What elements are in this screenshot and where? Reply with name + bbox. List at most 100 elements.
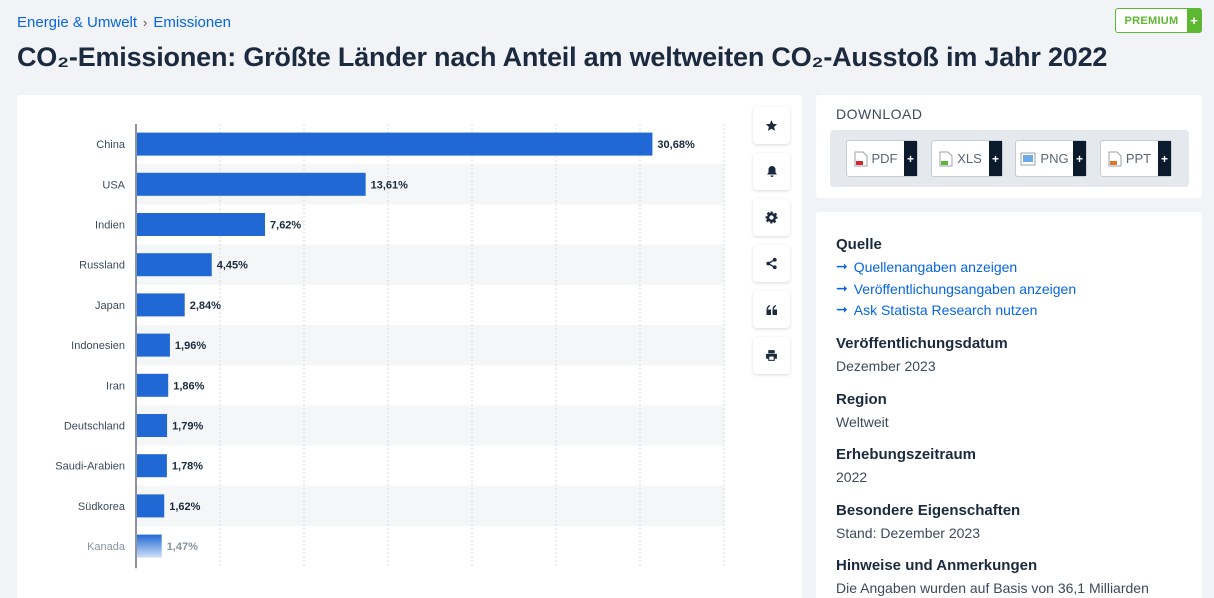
bar-group[interactable]: Deutschland 1,79% <box>64 414 204 437</box>
category-label: Deutschland <box>64 421 125 433</box>
value-label: 1,86% <box>173 380 204 392</box>
bar-group[interactable]: USA 13,61% <box>102 172 409 196</box>
source-link-label: Veröffentlichungsangaben anzeigen <box>853 280 1077 297</box>
value-label: 1,47% <box>167 541 198 553</box>
share-button[interactable] <box>753 245 790 282</box>
source-link-veroeffentlichungsangaben[interactable]: ➞ Veröffentlichungsangaben anzeigen <box>836 280 1076 297</box>
bar-group[interactable]: Kanada 1,47% <box>87 534 198 558</box>
download-png-label: PNG <box>1040 151 1069 166</box>
value-label: 1,78% <box>172 461 203 473</box>
category-label: China <box>96 139 126 151</box>
arrow-right-icon: ➞ <box>836 258 848 274</box>
bar-chart: China 30,68% USA 13,61% Indien 7,62% Russland 4… <box>55 124 725 569</box>
share-icon <box>766 257 777 270</box>
breadcrumb-link-emissionen[interactable]: Emissionen <box>153 14 231 31</box>
row-band <box>136 244 724 285</box>
breadcrumb-separator: › <box>143 15 148 30</box>
source-link-ask-statista[interactable]: ➞ Ask Statista Research nutzen <box>836 301 1037 318</box>
favorite-button[interactable] <box>753 107 790 144</box>
bar-group[interactable]: China 30,68% <box>96 132 695 156</box>
category-label: USA <box>102 179 125 191</box>
download-button-group: PDF + XLS + PNG + PPT + <box>830 130 1189 187</box>
bar[interactable] <box>137 293 185 317</box>
print-button[interactable] <box>753 337 790 374</box>
period-heading: Erhebungszeitraum <box>836 446 977 463</box>
bar-group[interactable]: Südkorea 1,62% <box>78 494 201 518</box>
bar-group[interactable]: Iran 1,86% <box>106 373 205 397</box>
download-xls-label: XLS <box>957 151 982 166</box>
bar[interactable] <box>137 414 168 437</box>
value-label: 1,96% <box>175 340 206 352</box>
gear-icon <box>765 211 778 224</box>
bar-group[interactable]: Russland 4,45% <box>79 253 248 277</box>
bar[interactable] <box>137 454 167 478</box>
premium-label: PREMIUM <box>1124 14 1179 27</box>
value-label: 1,79% <box>172 421 203 433</box>
plus-icon: + <box>1073 141 1086 176</box>
category-label: Russland <box>79 260 125 272</box>
notes-value: Die Angaben wurden auf Basis von 36,1 Mi… <box>836 580 1149 596</box>
info-card: Quelle ➞ Quellenangaben anzeigen ➞ Veröf… <box>816 212 1202 598</box>
plus-icon: + <box>1158 141 1171 176</box>
png-file-icon <box>1020 152 1036 165</box>
notification-button[interactable] <box>753 153 790 190</box>
value-label: 4,45% <box>217 260 248 272</box>
plus-icon: + <box>989 141 1002 176</box>
category-label: Iran <box>106 380 125 392</box>
row-band <box>136 405 724 446</box>
breadcrumb-link-energie-umwelt[interactable]: Energie & Umwelt <box>17 14 138 31</box>
bar[interactable] <box>137 494 165 518</box>
bar[interactable] <box>137 253 212 277</box>
value-label: 30,68% <box>657 139 695 151</box>
special-value: Stand: Dezember 2023 <box>836 525 980 541</box>
bar-group[interactable]: Indonesien 1,96% <box>71 333 206 357</box>
chart-toolbar <box>753 107 790 374</box>
arrow-right-icon: ➞ <box>836 280 848 296</box>
value-label: 2,84% <box>190 300 221 312</box>
download-heading: DOWNLOAD <box>836 106 923 122</box>
region-value: Weltweit <box>836 414 889 430</box>
settings-button[interactable] <box>753 199 790 236</box>
category-label: Saudi-Arabien <box>55 461 125 473</box>
ppt-file-icon <box>1108 151 1122 166</box>
category-label: Kanada <box>87 541 126 553</box>
premium-badge[interactable]: PREMIUM + <box>1115 8 1202 33</box>
source-heading: Quelle <box>836 236 882 253</box>
star-icon <box>765 120 778 131</box>
premium-plus-icon: + <box>1187 9 1201 32</box>
pdf-file-icon <box>854 151 867 166</box>
download-png-button[interactable]: PNG + <box>1015 140 1087 177</box>
value-label: 7,62% <box>270 220 301 232</box>
bar-group[interactable]: Saudi-Arabien 1,78% <box>55 454 203 478</box>
download-xls-button[interactable]: XLS + <box>931 140 1003 177</box>
bar[interactable] <box>137 373 169 397</box>
source-link-quellenangaben[interactable]: ➞ Quellenangaben anzeigen <box>836 258 1017 275</box>
cite-button[interactable] <box>753 291 790 328</box>
pubdate-value: Dezember 2023 <box>836 358 936 374</box>
category-label: Japan <box>95 300 125 312</box>
category-label: Indonesien <box>71 340 125 352</box>
print-icon <box>766 350 777 361</box>
download-pdf-button[interactable]: PDF + <box>846 140 918 177</box>
breadcrumb: Energie & Umwelt › Emissionen <box>17 14 231 31</box>
bar[interactable] <box>137 172 366 196</box>
value-label: 13,61% <box>371 179 409 191</box>
bar-group[interactable]: Indien 7,62% <box>95 213 301 236</box>
arrow-right-icon: ➞ <box>836 301 848 317</box>
bar-group[interactable]: Japan 2,84% <box>95 293 221 317</box>
notes-heading: Hinweise und Anmerkungen <box>836 557 1038 574</box>
download-ppt-label: PPT <box>1125 151 1152 166</box>
quote-icon <box>766 304 777 315</box>
page-title: CO₂-Emissionen: Größte Länder nach Antei… <box>17 42 1108 72</box>
source-link-label: Quellenangaben anzeigen <box>853 258 1018 275</box>
xls-file-icon <box>939 151 953 166</box>
bar[interactable] <box>137 534 162 558</box>
bar[interactable] <box>137 333 170 357</box>
category-label: Südkorea <box>78 501 126 513</box>
bell-icon <box>766 166 777 177</box>
region-heading: Region <box>836 391 887 408</box>
bar[interactable] <box>137 213 266 236</box>
bar[interactable] <box>137 132 653 156</box>
special-heading: Besondere Eigenschaften <box>836 502 1021 519</box>
download-ppt-button[interactable]: PPT + <box>1100 140 1172 177</box>
